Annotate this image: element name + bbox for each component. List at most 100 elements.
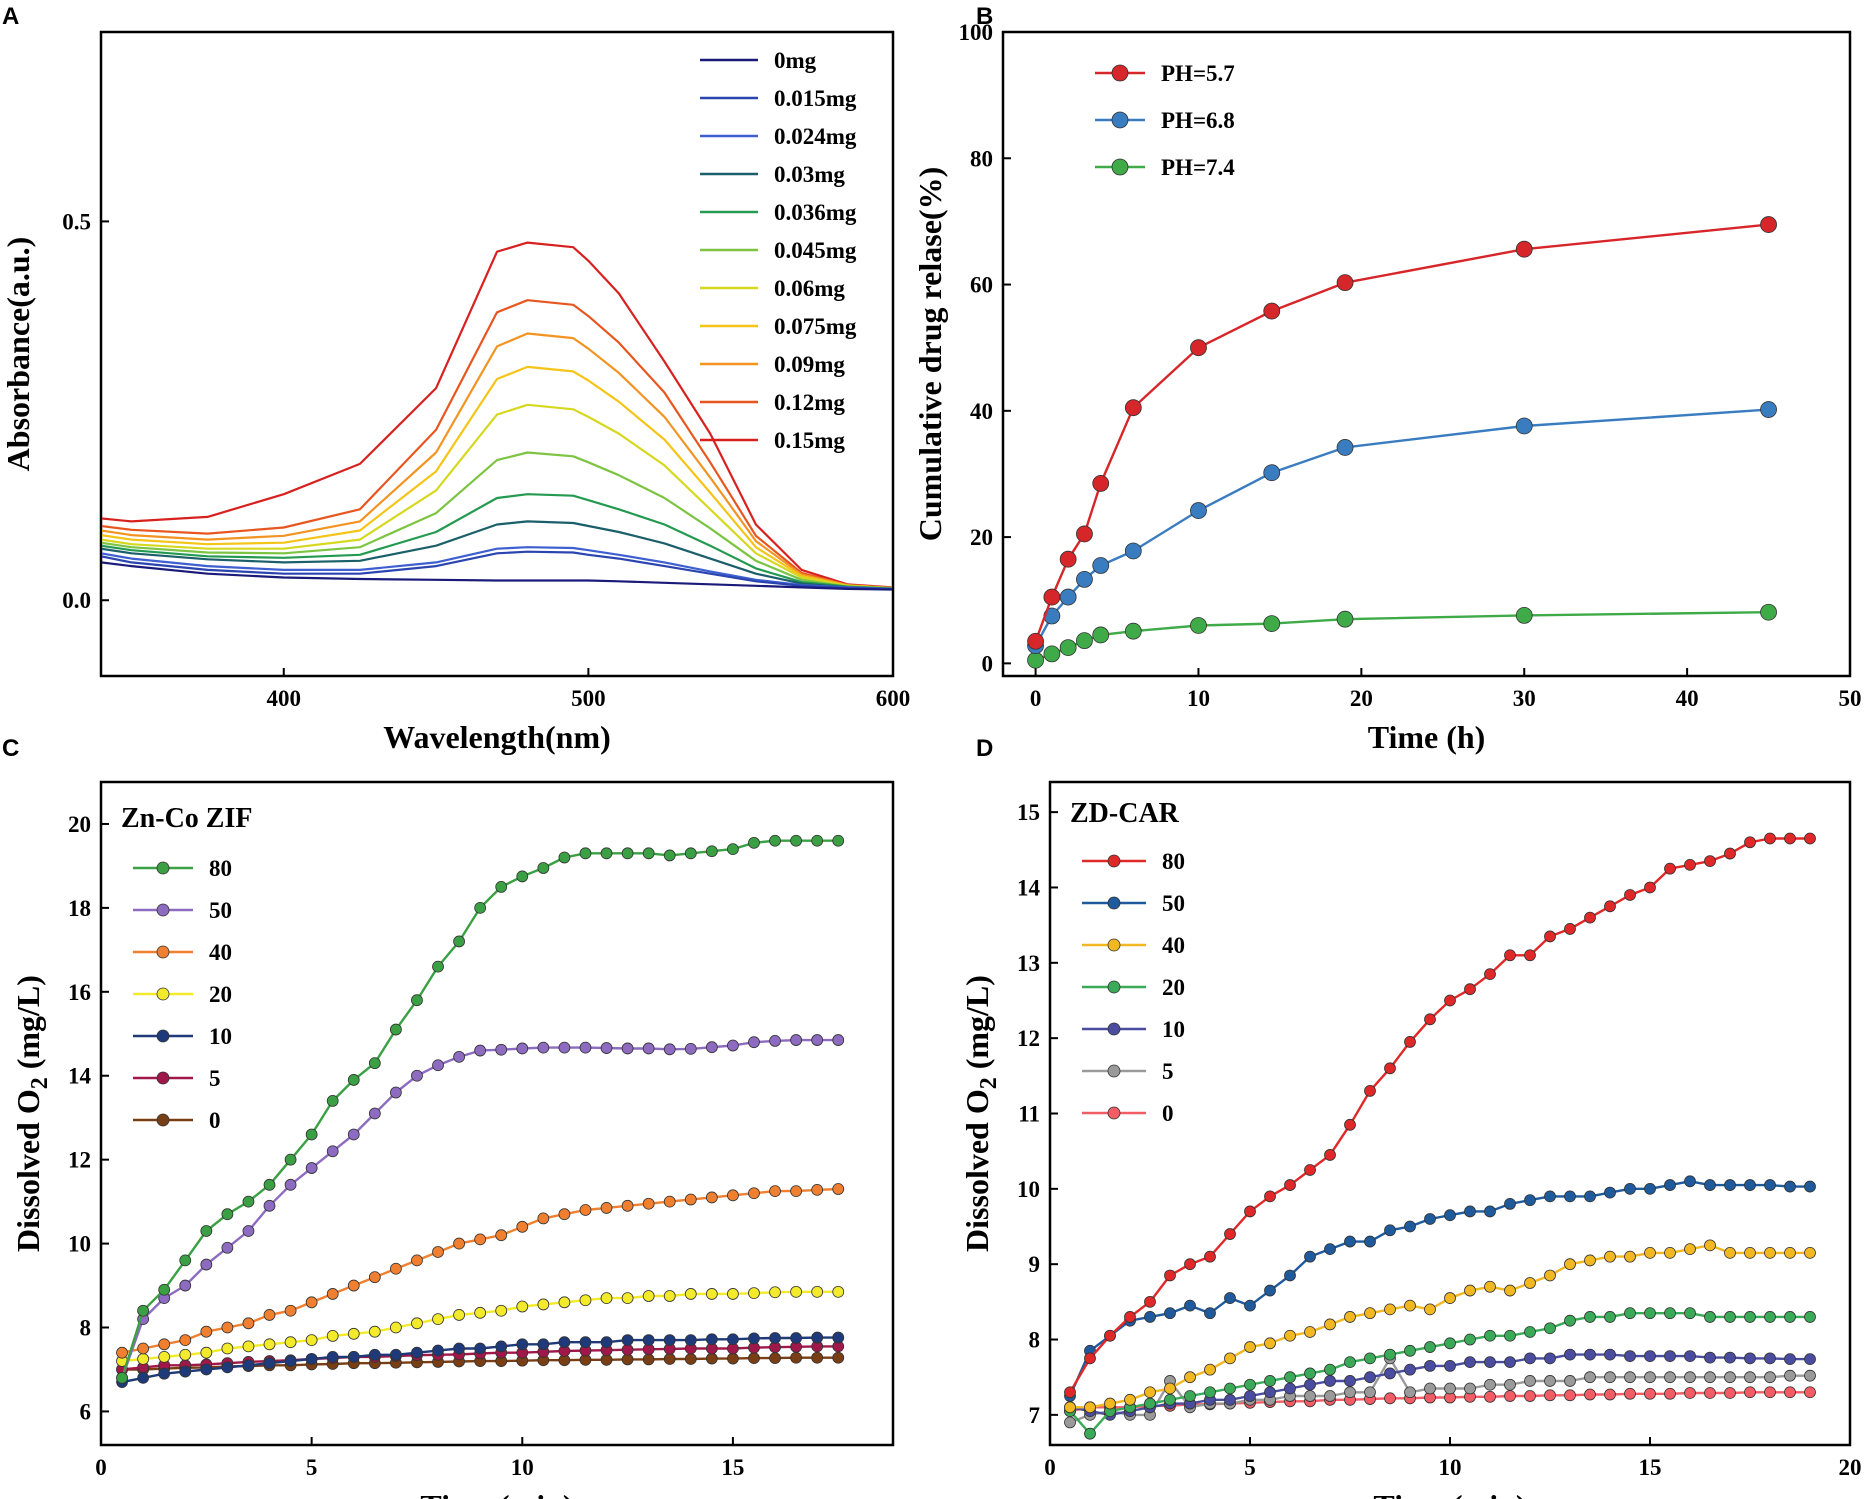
- data-point: [600, 847, 613, 860]
- data-point: [389, 1348, 402, 1361]
- data-point: [705, 1041, 718, 1054]
- legend-label: 40: [209, 940, 232, 965]
- legend-label: 0.12mg: [774, 390, 845, 415]
- data-point: [1264, 1284, 1276, 1297]
- data-point: [1364, 1352, 1376, 1365]
- y-axis-title: Cumulative drug relase(%): [912, 167, 948, 541]
- x-tick-label: 5: [1244, 1455, 1256, 1480]
- data-point: [748, 1187, 760, 1200]
- x-axis-title: Wavelength(nm): [383, 719, 611, 755]
- x-tick-label: 0: [95, 1455, 107, 1480]
- data-point: [1524, 1194, 1536, 1207]
- data-point: [516, 1042, 529, 1055]
- series-line-0.075mg: [102, 365, 892, 590]
- data-point: [705, 1288, 718, 1300]
- data-point: [242, 1195, 255, 1208]
- data-point: [200, 1346, 213, 1359]
- data-point: [1784, 1180, 1796, 1193]
- data-point: [558, 851, 571, 864]
- data-point: [1144, 1311, 1156, 1323]
- data-point: [137, 1353, 150, 1365]
- data-point: [1684, 1175, 1696, 1188]
- data-point: [1704, 1311, 1716, 1323]
- data-point: [537, 1212, 550, 1225]
- x-tick-label: 10: [511, 1455, 534, 1480]
- data-point: [1144, 1295, 1156, 1308]
- data-point: [1076, 571, 1093, 588]
- legend-label: 20: [1162, 975, 1185, 1000]
- data-point: [811, 1351, 824, 1364]
- data-point: [600, 1292, 613, 1305]
- data-point: [1464, 1382, 1476, 1395]
- data-point: [1124, 622, 1142, 640]
- data-point: [705, 1191, 718, 1204]
- data-point: [1564, 1348, 1576, 1361]
- data-point: [1624, 1371, 1636, 1384]
- data-point: [705, 1352, 718, 1365]
- data-point: [1504, 1329, 1516, 1342]
- data-point: [1404, 1344, 1416, 1357]
- data-point: [1684, 1243, 1696, 1256]
- legend-label: 50: [1162, 891, 1185, 916]
- data-point: [1664, 1246, 1676, 1259]
- x-tick-label: 5: [306, 1455, 318, 1480]
- y-tick-label: 20: [68, 812, 91, 837]
- data-point: [1384, 1392, 1396, 1405]
- data-point: [579, 1336, 592, 1349]
- data-point: [495, 1043, 508, 1056]
- data-point: [769, 834, 781, 847]
- data-point: [1344, 1356, 1356, 1369]
- data-point: [326, 1145, 339, 1158]
- data-point: [1484, 1390, 1496, 1403]
- legend-label: 5: [209, 1066, 221, 1091]
- legend-label: PH=5.7: [1161, 61, 1235, 86]
- data-point: [474, 901, 487, 914]
- data-point: [389, 1023, 402, 1036]
- data-point: [1464, 1356, 1476, 1369]
- legend-marker: [1107, 1064, 1121, 1078]
- data-point: [1284, 1382, 1296, 1395]
- x-axis-ticks: 400 500 600: [267, 668, 911, 711]
- data-point: [1764, 1352, 1776, 1365]
- y-axis-ticks: 0 20 40 60 80 100: [959, 20, 1011, 676]
- data-point: [1092, 475, 1110, 492]
- x-tick-label: 15: [1639, 1455, 1662, 1480]
- data-point: [1304, 1250, 1316, 1263]
- data-point: [1684, 1350, 1696, 1362]
- data-point: [1484, 1280, 1496, 1293]
- data-point: [1544, 1190, 1556, 1203]
- data-point: [1704, 1351, 1716, 1364]
- data-point: [453, 935, 465, 948]
- legend-label: 20: [209, 982, 232, 1007]
- legend-label: 5: [1162, 1059, 1174, 1084]
- y-tick-label: 14: [1017, 875, 1041, 900]
- data-point: [811, 1331, 824, 1344]
- data-point: [1027, 632, 1044, 650]
- data-point: [1164, 1307, 1176, 1320]
- legend-label: 10: [1162, 1017, 1185, 1042]
- data-point: [1784, 1311, 1796, 1323]
- data-point: [1804, 1386, 1816, 1399]
- data-point: [411, 1317, 423, 1330]
- data-point: [1604, 1311, 1616, 1323]
- panel-letter: D: [976, 735, 993, 762]
- data-point: [1263, 615, 1281, 632]
- data-point: [1264, 1386, 1276, 1399]
- data-point: [1092, 626, 1110, 644]
- data-point: [705, 845, 718, 858]
- data-point: [179, 1279, 192, 1292]
- data-point: [1224, 1292, 1236, 1304]
- data-point: [1604, 900, 1616, 913]
- data-point: [1784, 1246, 1796, 1259]
- legend-label: 0.06mg: [774, 276, 845, 301]
- data-point: [1424, 1303, 1436, 1316]
- legend-marker: [1107, 896, 1121, 910]
- data-point: [621, 1292, 634, 1305]
- data-point: [263, 1309, 276, 1321]
- data-point: [1464, 1284, 1476, 1297]
- data-point: [811, 834, 824, 847]
- data-point: [1059, 639, 1077, 656]
- data-point: [1190, 617, 1207, 634]
- legend-label: PH=6.8: [1161, 108, 1235, 133]
- x-tick-label: 600: [876, 686, 911, 711]
